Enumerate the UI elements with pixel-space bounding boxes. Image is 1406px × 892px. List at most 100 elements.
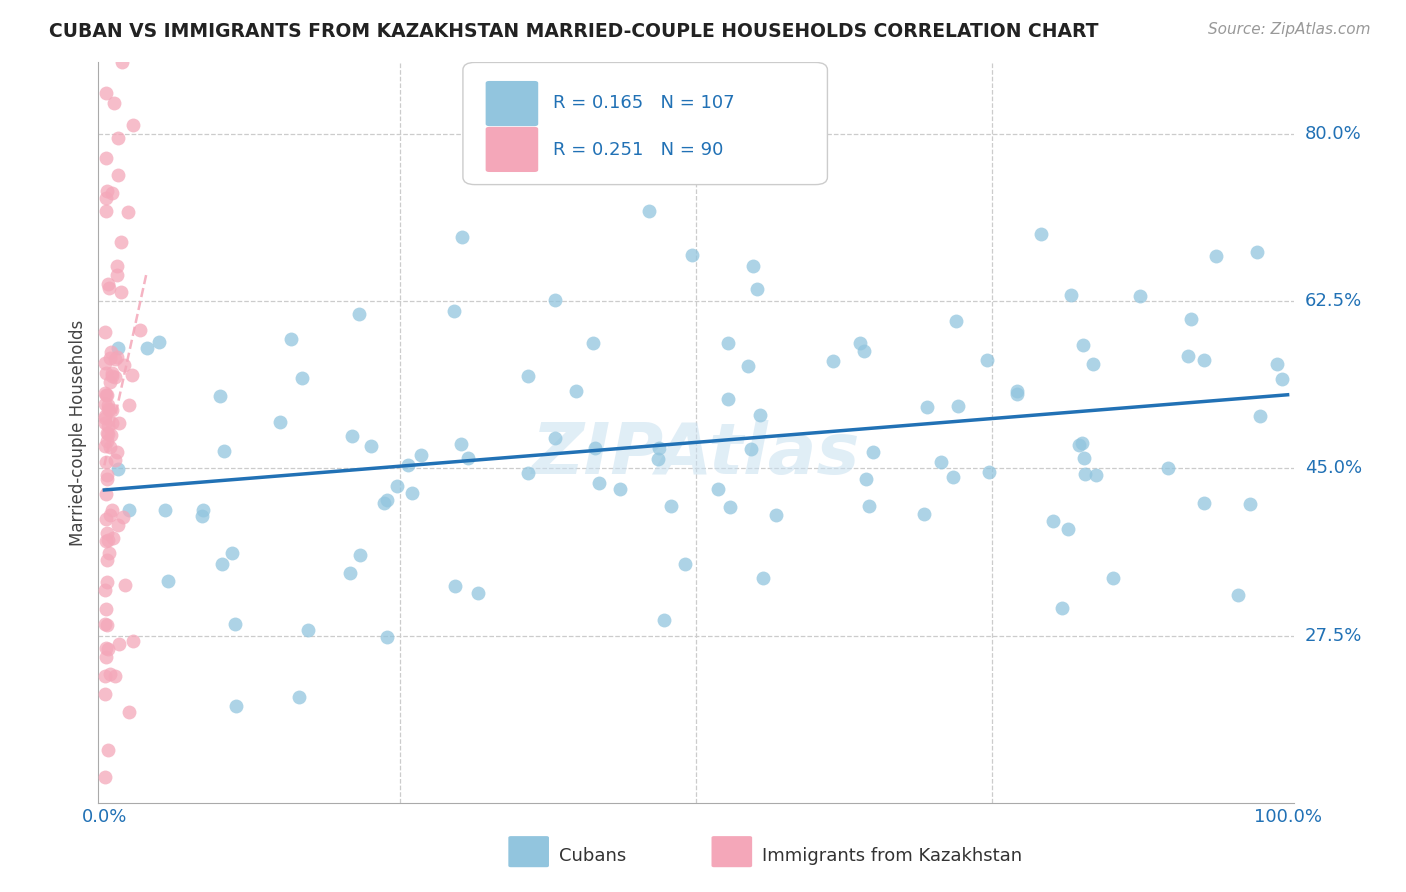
- Text: Source: ZipAtlas.com: Source: ZipAtlas.com: [1208, 22, 1371, 37]
- Point: [105, 444, 128, 458]
- Point: [862, 445, 884, 459]
- Point: [94, 602, 117, 616]
- Point: [100, 376, 122, 390]
- Point: [97, 641, 120, 656]
- Point: [107, 517, 129, 532]
- Point: [224, 617, 246, 632]
- Point: [94, 886, 117, 892]
- Point: [97, 426, 120, 441]
- Point: [96, 388, 118, 402]
- Point: [765, 508, 787, 523]
- Point: [821, 353, 844, 368]
- Point: [912, 507, 935, 521]
- Point: [105, 259, 128, 273]
- Text: Immigrants from Kazakhstan: Immigrants from Kazakhstan: [762, 847, 1022, 865]
- Point: [745, 283, 768, 297]
- Point: [94, 439, 117, 453]
- Point: [349, 548, 371, 562]
- Point: [1067, 437, 1090, 451]
- Point: [637, 203, 659, 218]
- Point: [104, 370, 127, 384]
- Point: [96, 467, 118, 482]
- Point: [444, 579, 467, 593]
- Point: [1192, 496, 1215, 510]
- Point: [588, 476, 610, 491]
- Point: [117, 205, 139, 219]
- Point: [101, 366, 124, 380]
- Point: [1157, 460, 1180, 475]
- Point: [155, 503, 177, 517]
- Point: [373, 496, 395, 510]
- Point: [107, 341, 129, 355]
- Point: [1177, 349, 1199, 363]
- Point: [225, 698, 247, 713]
- Point: [287, 690, 309, 704]
- Point: [609, 483, 631, 497]
- Point: [467, 586, 489, 600]
- Point: [1227, 588, 1250, 602]
- Point: [103, 669, 125, 683]
- Point: [737, 359, 759, 373]
- Point: [1056, 522, 1078, 536]
- Point: [652, 613, 675, 627]
- FancyBboxPatch shape: [463, 62, 827, 185]
- Point: [214, 444, 236, 458]
- Point: [375, 493, 398, 508]
- Point: [121, 368, 143, 382]
- Point: [211, 557, 233, 571]
- Text: Cubans: Cubans: [558, 847, 626, 865]
- Point: [1192, 353, 1215, 368]
- Point: [103, 453, 125, 467]
- Point: [103, 4, 125, 18]
- Point: [156, 574, 179, 589]
- Point: [107, 131, 129, 145]
- Point: [122, 118, 145, 132]
- Point: [118, 398, 141, 412]
- Point: [96, 618, 118, 632]
- Point: [661, 499, 683, 513]
- Point: [94, 533, 117, 548]
- Point: [94, 192, 117, 206]
- FancyBboxPatch shape: [711, 836, 752, 867]
- Point: [340, 429, 363, 443]
- Point: [100, 428, 122, 442]
- Point: [110, 235, 132, 249]
- Point: [94, 487, 117, 501]
- Point: [122, 633, 145, 648]
- Point: [193, 503, 215, 517]
- Text: R = 0.165   N = 107: R = 0.165 N = 107: [553, 95, 734, 112]
- Point: [1246, 244, 1268, 259]
- Point: [349, 307, 371, 321]
- Point: [101, 531, 124, 545]
- FancyBboxPatch shape: [485, 127, 538, 172]
- Point: [105, 351, 128, 365]
- Point: [96, 553, 118, 567]
- Point: [94, 669, 117, 683]
- Point: [543, 431, 565, 445]
- Text: 62.5%: 62.5%: [1305, 293, 1362, 310]
- Point: [94, 582, 117, 597]
- Point: [717, 336, 740, 351]
- Point: [94, 617, 117, 632]
- Point: [96, 526, 118, 541]
- Point: [107, 461, 129, 475]
- Point: [1042, 514, 1064, 528]
- Point: [543, 293, 565, 307]
- Point: [1074, 467, 1097, 482]
- Point: [108, 636, 131, 650]
- Point: [401, 485, 423, 500]
- Point: [97, 533, 120, 548]
- Point: [979, 465, 1001, 479]
- Point: [740, 442, 762, 457]
- Point: [450, 437, 472, 451]
- Point: [209, 389, 232, 403]
- Point: [100, 369, 122, 384]
- Point: [443, 304, 465, 318]
- FancyBboxPatch shape: [485, 81, 538, 126]
- Point: [948, 399, 970, 413]
- Point: [1060, 288, 1083, 302]
- Point: [96, 473, 118, 487]
- Point: [396, 458, 419, 472]
- Point: [94, 204, 117, 219]
- Point: [94, 640, 117, 655]
